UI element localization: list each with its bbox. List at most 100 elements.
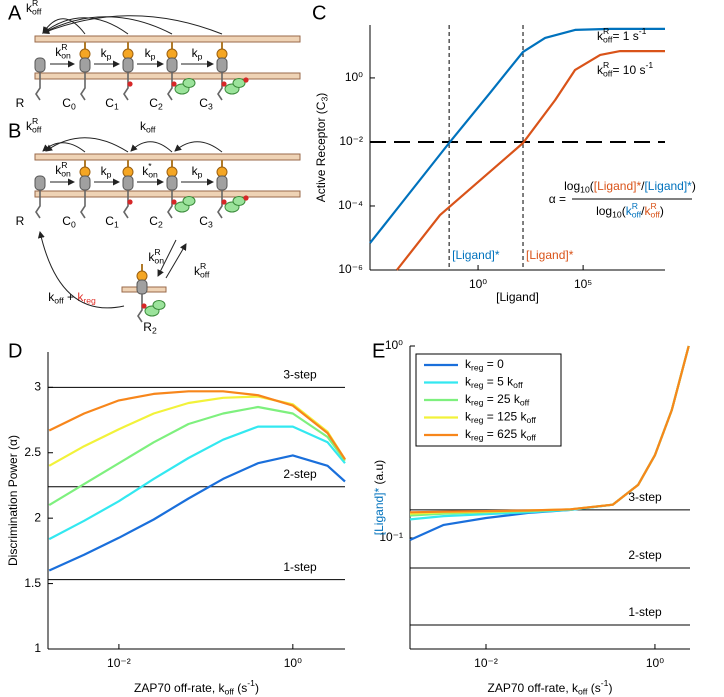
- text-part: C: [149, 96, 158, 110]
- text-part: C: [62, 96, 71, 110]
- text-part: 3: [320, 97, 330, 102]
- x-tick-label: 10⁻²: [474, 656, 498, 670]
- text-part: (: [590, 179, 594, 193]
- rate-label: kR on: [148, 247, 164, 266]
- y-tick-label: 10⁻⁶: [338, 262, 363, 276]
- text-part: reg: [471, 415, 484, 425]
- rate-label: kp: [192, 164, 203, 180]
- rate-label: kp: [145, 46, 156, 62]
- y-tick-label: 2: [34, 510, 41, 524]
- state-label: R: [16, 96, 25, 110]
- text-part: R: [16, 96, 25, 110]
- text-part: k: [465, 357, 472, 371]
- panel-label: C: [312, 2, 326, 24]
- text-part: k: [101, 46, 108, 60]
- rate-label: kp: [192, 46, 203, 62]
- legend-label: kreg = 0: [465, 357, 504, 373]
- tcr-head: [34, 57, 46, 73]
- rate-label: koff: [140, 119, 156, 135]
- text-part: k: [148, 250, 155, 264]
- text-part: -1: [601, 678, 609, 688]
- text-part: k: [626, 204, 633, 218]
- x-tick-label: 10⁰: [646, 656, 664, 670]
- text-part: /: [641, 204, 645, 218]
- text-part: 1: [114, 102, 119, 112]
- text-part: log: [564, 179, 580, 193]
- arrow: [45, 137, 129, 153]
- reference-label: 1-step: [283, 560, 317, 574]
- arrow: [37, 231, 125, 309]
- text-part: off: [32, 7, 42, 17]
- text-part: off: [146, 125, 156, 135]
- tcr-head: [34, 175, 46, 191]
- tcr-tail: [123, 72, 129, 101]
- text-part: p: [198, 52, 203, 62]
- state-label: C0: [62, 214, 76, 230]
- phospho: [171, 199, 177, 205]
- reference-label: 3-step: [628, 490, 662, 504]
- text-part: k: [26, 1, 33, 15]
- state-label: C1: [105, 214, 119, 230]
- phospho: [127, 81, 133, 87]
- text-part: k: [597, 63, 604, 77]
- arrow: [157, 239, 177, 277]
- text-part: R: [16, 214, 25, 228]
- x-tick-label: 10⁰: [469, 277, 487, 291]
- text-part: log: [596, 204, 612, 218]
- tcr-tail: [80, 190, 86, 219]
- panel-label: D: [8, 340, 22, 362]
- text-part: off: [225, 687, 235, 697]
- phospho: [243, 77, 249, 83]
- text-part: on: [61, 51, 71, 61]
- tcr-tail: [217, 72, 223, 101]
- text-part: k: [140, 119, 147, 133]
- text-part: 0: [71, 102, 76, 112]
- tcr-head: [136, 279, 148, 295]
- rate-label: kR off: [26, 116, 42, 135]
- text-part: -1: [247, 678, 255, 688]
- tcr-tail: [217, 190, 223, 219]
- rate-label: kR off: [194, 261, 210, 280]
- text-part: ZAP70 off-rate, k: [488, 681, 579, 695]
- text-part: off: [32, 125, 42, 135]
- text-part: off: [513, 380, 523, 390]
- tcr-tail: [80, 72, 86, 101]
- text-part: 10: [612, 210, 622, 220]
- arrow: [42, 142, 86, 153]
- text-part: ): [314, 93, 328, 97]
- text-part: off: [578, 687, 588, 697]
- text-part: off: [520, 398, 530, 408]
- text-part: [Ligand]*: [372, 487, 386, 535]
- text-part: k: [48, 290, 55, 304]
- text-part: R: [154, 247, 160, 257]
- text-part: -1: [639, 26, 647, 36]
- legend-label: kreg = 5 koff: [465, 375, 523, 391]
- text-part: = 25 k: [483, 392, 520, 406]
- panel-label: B: [8, 120, 21, 142]
- state-label: C1: [105, 96, 119, 112]
- y-tick-label: 10⁰: [345, 70, 363, 84]
- text-part: 2: [152, 326, 157, 336]
- tcr-head: [216, 175, 228, 191]
- legend-label: kreg = 25 koff: [465, 392, 530, 408]
- text-part: [Ligand]*: [526, 248, 574, 262]
- text-part: R: [32, 0, 38, 8]
- reference-label: 1-step: [628, 605, 662, 619]
- zap70: [182, 196, 196, 206]
- text-part: -1: [645, 60, 653, 70]
- state-label: C3: [199, 96, 213, 112]
- reference-label: 2-step: [628, 548, 662, 562]
- text-part: [Ligand]*: [452, 248, 500, 262]
- text-part: C: [199, 96, 208, 110]
- text-part: C: [105, 214, 114, 228]
- text-part: off: [527, 415, 537, 425]
- state-label: C2: [149, 214, 163, 230]
- phospho: [127, 199, 133, 205]
- text-part: Active Receptor (C: [314, 101, 328, 202]
- text-part: on: [61, 169, 71, 179]
- y-tick-label: 10⁻¹: [379, 530, 403, 544]
- equation-denominator: log10(kR off/kR off): [596, 201, 664, 220]
- text-part: k: [465, 427, 472, 441]
- text-part: reg: [471, 433, 484, 443]
